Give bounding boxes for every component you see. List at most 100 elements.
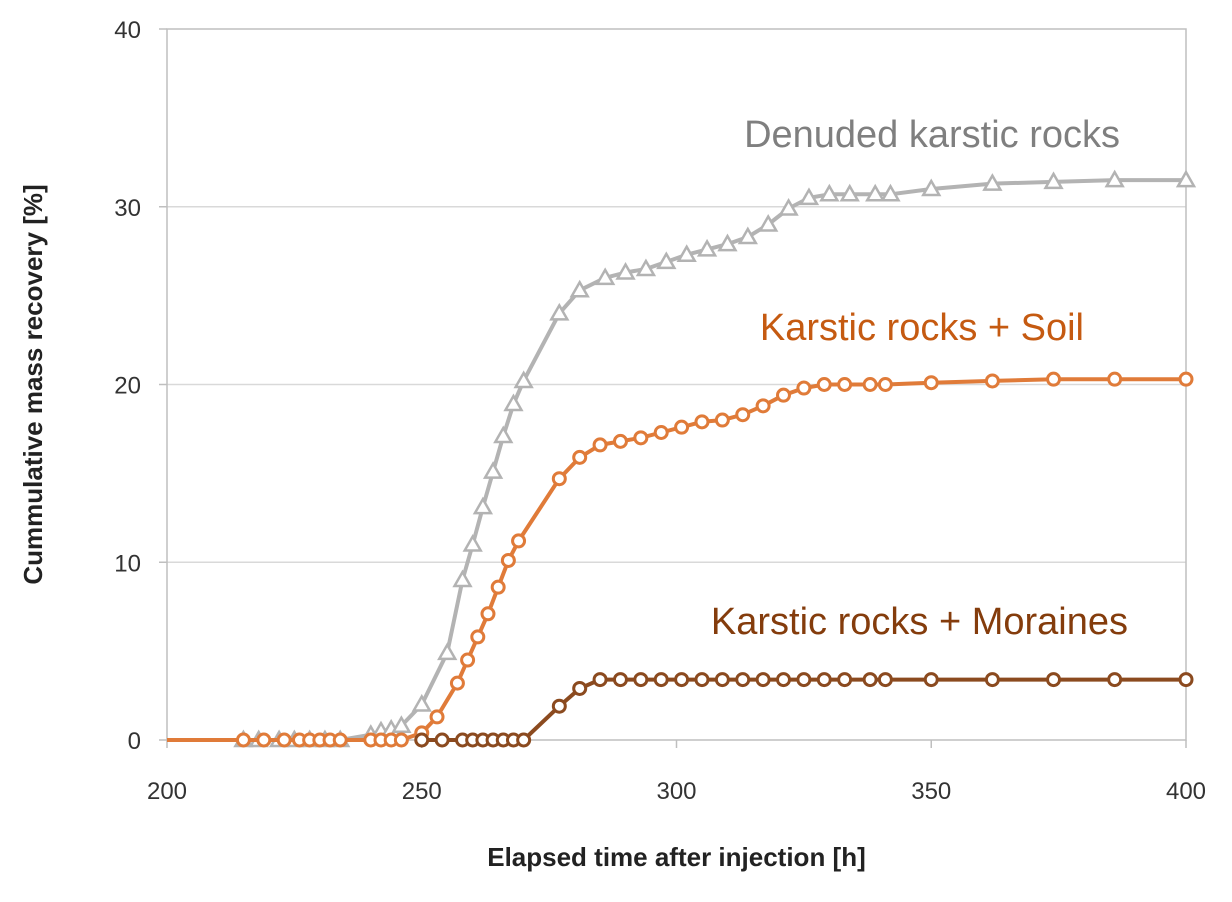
x-tick-label: 300 xyxy=(656,778,696,805)
data-point xyxy=(511,533,527,549)
y-tick-label: 20 xyxy=(114,373,141,400)
data-point xyxy=(592,437,608,453)
data-point xyxy=(500,552,516,568)
data-point xyxy=(816,672,832,688)
series-label-karstic-rocks-moraines: Karstic rocks + Moraines xyxy=(711,601,1128,643)
data-point xyxy=(615,261,636,280)
data-point xyxy=(595,267,616,286)
data-point xyxy=(612,433,628,449)
data-point xyxy=(775,387,791,403)
data-point xyxy=(865,183,886,202)
data-point xyxy=(633,430,649,446)
data-point xyxy=(411,693,432,712)
data-point xyxy=(921,178,942,197)
data-point xyxy=(923,672,939,688)
data-point xyxy=(452,569,473,588)
data-point xyxy=(923,375,939,391)
data-point xyxy=(391,715,412,734)
data-point xyxy=(714,672,730,688)
axis-ticks: 0 10 20 30 40 200 250 300 350 400 xyxy=(114,17,1206,805)
data-point xyxy=(696,238,718,257)
data-point xyxy=(1043,171,1064,190)
data-point xyxy=(819,183,840,202)
data-point xyxy=(569,279,590,298)
data-point xyxy=(984,672,1000,688)
data-point xyxy=(755,398,771,414)
data-point xyxy=(1107,672,1123,688)
data-point xyxy=(612,672,628,688)
x-tick-label: 200 xyxy=(147,778,187,805)
x-tick-label: 350 xyxy=(911,778,951,805)
data-point xyxy=(653,672,669,688)
data-point xyxy=(449,675,465,691)
data-point xyxy=(816,377,832,392)
data-point xyxy=(653,424,669,440)
data-point xyxy=(775,672,791,688)
data-point xyxy=(714,412,730,428)
series-line xyxy=(243,178,1186,742)
data-point xyxy=(503,393,524,412)
data-point xyxy=(572,449,588,465)
data-point xyxy=(796,380,812,396)
series-group xyxy=(167,169,1197,748)
series-2 xyxy=(414,672,1194,748)
data-point xyxy=(735,407,751,423)
data-point xyxy=(393,732,409,748)
data-point xyxy=(633,672,649,688)
data-point xyxy=(472,496,494,515)
series-line xyxy=(421,677,1186,742)
data-point xyxy=(470,629,486,645)
data-point xyxy=(592,672,608,688)
series-0 xyxy=(233,169,1197,748)
grid-lines xyxy=(167,206,1186,563)
data-point xyxy=(551,471,567,487)
data-point xyxy=(332,732,348,748)
data-point xyxy=(755,672,771,688)
data-point xyxy=(758,214,779,232)
data-point xyxy=(656,251,677,270)
data-point xyxy=(1046,672,1062,688)
data-point xyxy=(1046,371,1062,387)
data-point xyxy=(276,732,292,748)
data-point xyxy=(837,377,853,392)
data-point xyxy=(572,680,588,696)
data-point xyxy=(460,652,476,668)
data-point xyxy=(778,198,799,216)
series-1 xyxy=(167,371,1194,748)
y-tick-label: 40 xyxy=(114,17,141,44)
data-point xyxy=(984,373,1000,389)
data-point xyxy=(490,579,506,595)
data-point xyxy=(862,377,878,392)
data-point xyxy=(674,419,690,435)
data-point xyxy=(982,173,1003,191)
data-point xyxy=(434,732,450,748)
series-line xyxy=(167,377,1186,742)
data-point xyxy=(796,672,812,688)
data-point xyxy=(837,672,853,688)
data-point xyxy=(694,672,710,688)
data-point xyxy=(235,732,251,748)
data-point xyxy=(635,258,657,277)
data-point xyxy=(516,732,532,748)
data-point xyxy=(429,709,445,725)
data-point xyxy=(493,425,514,444)
data-point xyxy=(551,698,567,714)
y-tick-label: 10 xyxy=(114,550,141,577)
data-point xyxy=(694,414,710,430)
data-point xyxy=(735,672,751,688)
data-point xyxy=(877,672,893,688)
y-axis-title: Cummulative mass recovery [%] xyxy=(18,184,48,584)
data-point xyxy=(674,672,690,688)
data-point xyxy=(1104,169,1125,188)
data-point xyxy=(676,244,697,262)
y-tick-label: 0 xyxy=(128,728,141,755)
data-point xyxy=(717,233,738,252)
data-point xyxy=(877,377,893,392)
x-tick-label: 250 xyxy=(402,778,442,805)
x-axis-title: Elapsed time after injection [h] xyxy=(487,842,866,872)
data-point xyxy=(880,183,901,202)
data-point xyxy=(1178,672,1194,688)
data-point xyxy=(482,461,504,479)
